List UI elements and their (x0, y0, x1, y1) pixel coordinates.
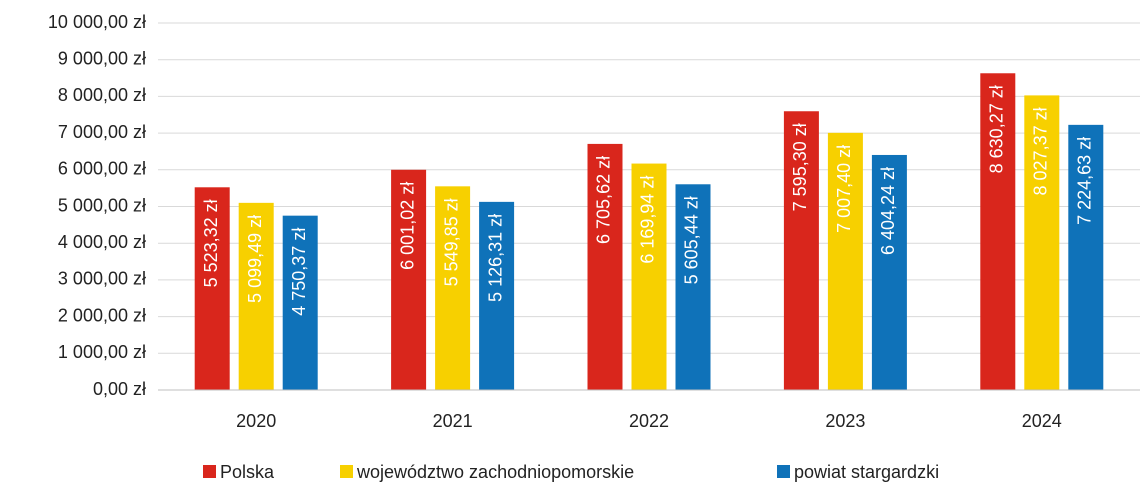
value-label: 6 404,24 zł (878, 167, 898, 255)
legend-label: województwo zachodniopomorskie (356, 462, 634, 482)
y-tick-label: 6 000,00 zł (58, 159, 146, 179)
x-tick-label: 2022 (629, 411, 669, 431)
value-label: 7 595,30 zł (790, 123, 810, 211)
x-tick-label: 2021 (433, 411, 473, 431)
value-label: 7 007,40 zł (834, 145, 854, 233)
x-tick-label: 2024 (1022, 411, 1062, 431)
value-label: 5 605,44 zł (682, 196, 702, 284)
y-tick-label: 1 000,00 zł (58, 342, 146, 362)
y-tick-label: 5 000,00 zł (58, 195, 146, 215)
value-label: 8 630,27 zł (987, 85, 1007, 173)
bar (631, 163, 667, 390)
y-tick-label: 10 000,00 zł (48, 12, 146, 32)
value-label: 5 523,32 zł (201, 199, 221, 287)
value-label: 6 705,62 zł (594, 156, 614, 244)
bar (783, 111, 819, 390)
y-tick-label: 0,00 zł (93, 379, 146, 399)
legend-marker (340, 465, 353, 478)
y-tick-label: 8 000,00 zł (58, 85, 146, 105)
bar (871, 154, 907, 390)
x-tick-label: 2020 (236, 411, 276, 431)
value-label: 5 549,85 zł (441, 198, 461, 286)
legend-label: powiat stargardzki (794, 462, 939, 482)
y-tick-label: 4 000,00 zł (58, 232, 146, 252)
bar (391, 169, 427, 390)
value-label: 6 169,94 zł (638, 176, 658, 264)
value-label: 8 027,37 zł (1031, 107, 1051, 195)
bar (194, 187, 230, 390)
value-label: 7 224,63 zł (1075, 137, 1095, 225)
bar (587, 143, 623, 390)
value-label: 6 001,02 zł (397, 182, 417, 270)
x-tick-label: 2023 (825, 411, 865, 431)
bar (479, 201, 515, 390)
bar (282, 215, 318, 390)
y-tick-label: 7 000,00 zł (58, 122, 146, 142)
value-label: 5 099,49 zł (245, 215, 265, 303)
legend-label: Polska (220, 462, 275, 482)
bar (435, 186, 471, 390)
bar (827, 132, 863, 390)
value-label: 4 750,37 zł (289, 228, 309, 316)
value-label: 5 126,31 zł (485, 214, 505, 302)
y-tick-label: 2 000,00 zł (58, 305, 146, 325)
bar (1068, 124, 1104, 390)
legend-marker (777, 465, 790, 478)
bar (238, 202, 274, 390)
bar (1024, 95, 1060, 391)
legend-marker (203, 465, 216, 478)
y-tick-label: 3 000,00 zł (58, 269, 146, 289)
bar (675, 184, 711, 390)
bar (980, 73, 1016, 390)
y-tick-label: 9 000,00 zł (58, 48, 146, 68)
